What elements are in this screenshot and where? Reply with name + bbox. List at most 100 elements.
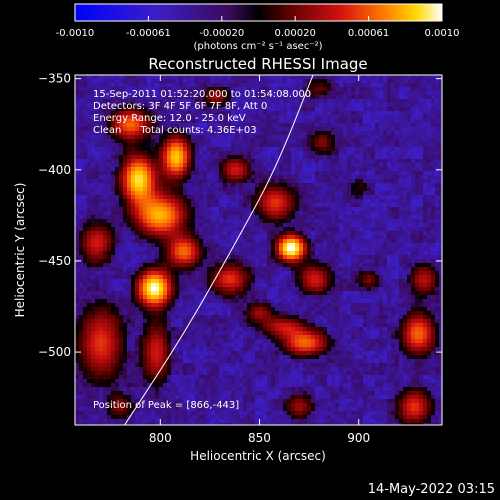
heatmap-cell <box>143 79 148 84</box>
heatmap-cell <box>387 227 392 232</box>
heatmap-cell <box>291 79 296 84</box>
heatmap-cell <box>431 119 436 124</box>
heatmap-cell <box>359 223 364 228</box>
heatmap-cell <box>127 87 132 92</box>
heatmap-cell <box>147 223 152 228</box>
heatmap-cell <box>159 223 164 228</box>
heatmap-cell <box>271 123 276 128</box>
heatmap-cell <box>99 175 104 180</box>
heatmap-cell <box>387 231 392 236</box>
heatmap-cell <box>91 147 96 152</box>
heatmap-cell <box>119 251 124 256</box>
heatmap-cell <box>335 251 340 256</box>
heatmap-cell <box>163 215 168 220</box>
heatmap-cell <box>107 283 112 288</box>
heatmap-cell <box>135 287 140 292</box>
heatmap-cell <box>103 87 108 92</box>
heatmap-cell <box>431 199 436 204</box>
heatmap-cell <box>99 123 104 128</box>
heatmap-cell <box>407 119 412 124</box>
heatmap-cell <box>111 131 116 136</box>
heatmap-cell <box>355 271 360 276</box>
heatmap-cell <box>163 203 168 208</box>
heatmap-cell <box>431 163 436 168</box>
heatmap-cell <box>167 179 172 184</box>
heatmap-cell <box>307 103 312 108</box>
heatmap-cell <box>343 255 348 260</box>
heatmap-cell <box>359 271 364 276</box>
heatmap-cell <box>411 95 416 100</box>
heatmap-cell <box>315 279 320 284</box>
heatmap-cell <box>219 251 224 256</box>
heatmap-cell <box>91 227 96 232</box>
heatmap-cell <box>211 211 216 216</box>
heatmap-cell <box>179 263 184 268</box>
heatmap-cell <box>327 95 332 100</box>
heatmap-cell <box>99 247 104 252</box>
heatmap-cell <box>275 87 280 92</box>
heatmap-cell <box>83 231 88 236</box>
colorbar-tick-label: 0.00020 <box>275 28 316 39</box>
heatmap-cell <box>139 135 144 140</box>
heatmap-cell <box>215 231 220 236</box>
heatmap-cell <box>435 195 440 200</box>
heatmap-cell <box>403 147 408 152</box>
heatmap-cell <box>83 183 88 188</box>
heatmap-cell <box>259 179 264 184</box>
heatmap-cell <box>191 219 196 224</box>
heatmap-cell <box>299 207 304 212</box>
heatmap-cell <box>187 279 192 284</box>
heatmap-cell <box>387 151 392 156</box>
heatmap-cell <box>251 155 256 160</box>
heatmap-cell <box>167 91 172 96</box>
heatmap-cell <box>235 167 240 172</box>
heatmap-cell <box>419 103 424 108</box>
heatmap-cell <box>239 131 244 136</box>
heatmap-cell <box>191 199 196 204</box>
heatmap-cell <box>247 223 252 228</box>
heatmap-cell <box>207 203 212 208</box>
heatmap-cell <box>95 115 100 120</box>
heatmap-cell <box>75 95 80 100</box>
heatmap-cell <box>187 103 192 108</box>
heatmap-cell <box>159 111 164 116</box>
heatmap-cell <box>83 243 88 248</box>
heatmap-cell <box>151 287 156 292</box>
heatmap-cell <box>407 219 412 224</box>
heatmap-cell <box>175 211 180 216</box>
heatmap-cell <box>99 159 104 164</box>
heatmap-cell <box>159 187 164 192</box>
heatmap-cell <box>103 247 108 252</box>
heatmap-cell <box>123 247 128 252</box>
heatmap-cell <box>399 239 404 244</box>
heatmap-cell <box>207 251 212 256</box>
heatmap-cell <box>387 143 392 148</box>
heatmap-cell <box>399 127 404 132</box>
heatmap-cell <box>215 247 220 252</box>
heatmap-cell <box>163 167 168 172</box>
heatmap-cell <box>303 163 308 168</box>
heatmap-cell <box>91 223 96 228</box>
heatmap-cell <box>279 127 284 132</box>
heatmap-cell <box>351 111 356 116</box>
heatmap-cell <box>263 235 268 240</box>
heatmap-cell <box>435 263 440 268</box>
heatmap-cell <box>399 247 404 252</box>
heatmap-cell <box>319 83 324 88</box>
heatmap-cell <box>251 167 256 172</box>
heatmap-cell <box>83 235 88 240</box>
heatmap-cell <box>235 243 240 248</box>
heatmap-cell <box>251 215 256 220</box>
heatmap-cell <box>291 175 296 180</box>
heatmap-cell <box>327 115 332 120</box>
heatmap-cell <box>415 287 420 292</box>
heatmap-cell <box>343 131 348 136</box>
heatmap-cell <box>239 215 244 220</box>
heatmap-cell <box>143 139 148 144</box>
heatmap-cell <box>259 275 264 280</box>
heatmap-cell <box>235 239 240 244</box>
heatmap-cell <box>419 163 424 168</box>
heatmap-cell <box>279 235 284 240</box>
heatmap-cell <box>255 143 260 148</box>
heatmap-cell <box>219 111 224 116</box>
